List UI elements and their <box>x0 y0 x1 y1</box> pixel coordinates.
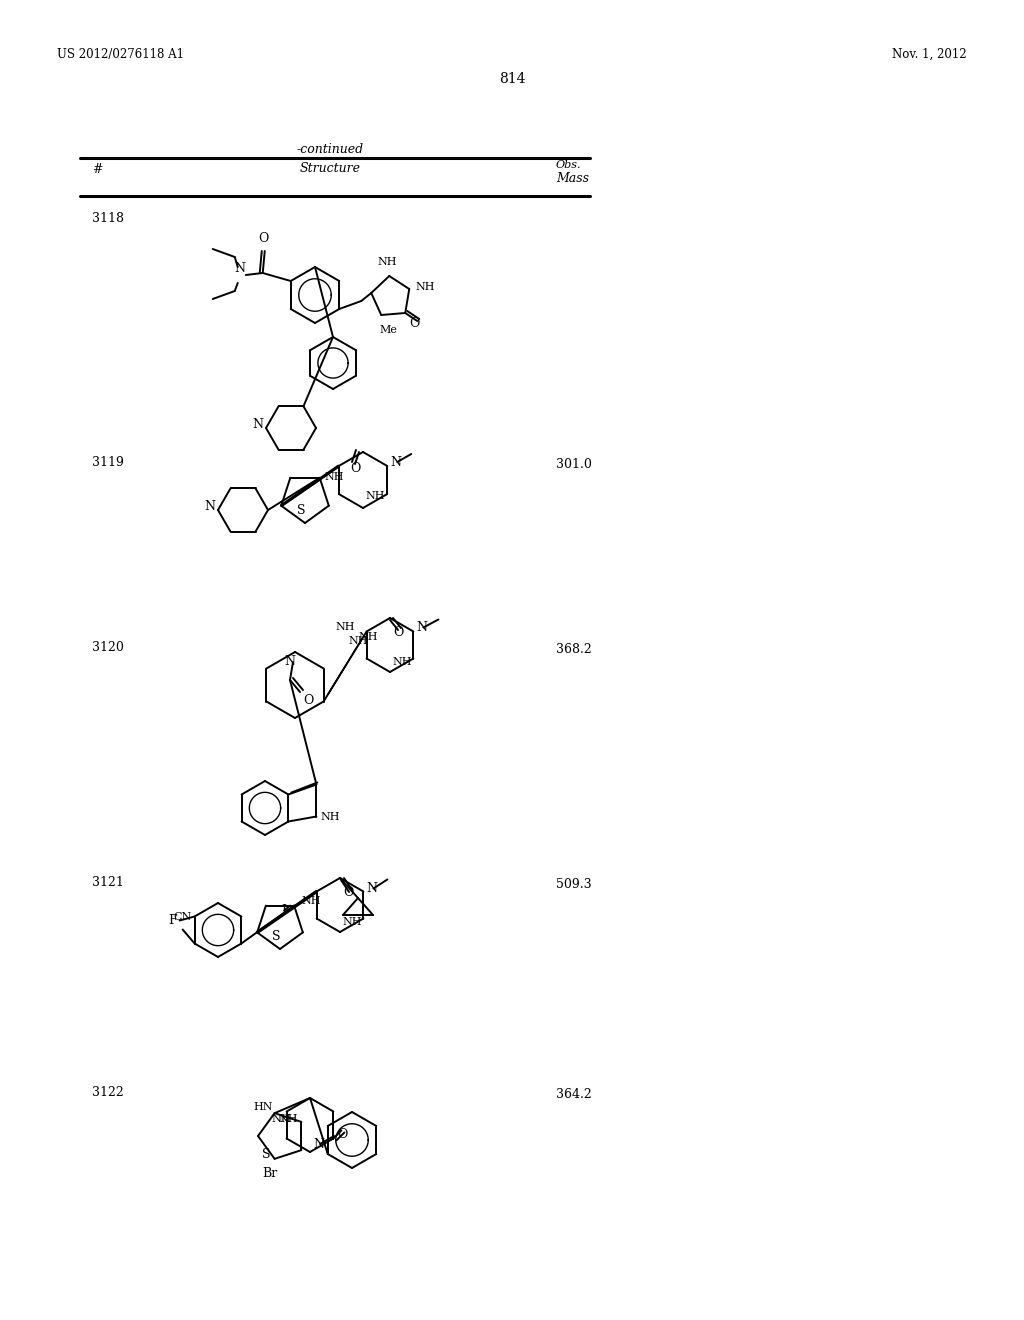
Text: I: I <box>282 904 287 917</box>
Text: S: S <box>297 503 305 516</box>
Text: N: N <box>234 263 246 276</box>
Text: NH: NH <box>416 282 435 292</box>
Text: 3119: 3119 <box>92 455 124 469</box>
Text: 509.3: 509.3 <box>556 878 592 891</box>
Text: NH: NH <box>335 623 354 632</box>
Text: HN: HN <box>253 1102 272 1113</box>
Text: NH: NH <box>271 1114 292 1125</box>
Text: NH: NH <box>365 491 384 502</box>
Text: 3121: 3121 <box>92 876 124 888</box>
Text: 3120: 3120 <box>92 642 124 653</box>
Text: Obs.: Obs. <box>556 160 582 170</box>
Text: NH: NH <box>358 632 378 643</box>
Text: N: N <box>367 882 378 895</box>
Text: Me: Me <box>379 325 397 335</box>
Text: NH: NH <box>302 896 322 907</box>
Text: CN: CN <box>173 912 191 923</box>
Text: 364.2: 364.2 <box>556 1088 592 1101</box>
Text: N: N <box>390 455 401 469</box>
Text: O: O <box>350 462 360 475</box>
Text: 3118: 3118 <box>92 213 124 224</box>
Text: S: S <box>262 1148 270 1162</box>
Text: NH: NH <box>392 657 412 667</box>
Text: 301.0: 301.0 <box>556 458 592 471</box>
Text: N: N <box>313 1138 324 1151</box>
Text: -continued: -continued <box>296 143 364 156</box>
Text: O: O <box>337 1129 348 1140</box>
Text: 368.2: 368.2 <box>556 643 592 656</box>
Text: O: O <box>259 231 269 244</box>
Text: O: O <box>303 694 313 708</box>
Text: NH: NH <box>324 473 343 482</box>
Text: US 2012/0276118 A1: US 2012/0276118 A1 <box>57 48 184 61</box>
Text: NH: NH <box>321 812 340 821</box>
Text: O: O <box>410 317 420 330</box>
Text: O: O <box>393 626 403 639</box>
Text: N: N <box>285 655 296 668</box>
Text: S: S <box>271 931 281 944</box>
Text: 3122: 3122 <box>92 1086 124 1100</box>
Text: NH: NH <box>279 1114 298 1125</box>
Text: NH: NH <box>349 636 369 647</box>
Text: Nov. 1, 2012: Nov. 1, 2012 <box>892 48 967 61</box>
Text: Structure: Structure <box>299 162 360 176</box>
Text: O: O <box>343 886 353 899</box>
Text: F: F <box>168 913 177 927</box>
Text: NH: NH <box>342 917 361 927</box>
Text: Br: Br <box>262 1167 278 1180</box>
Text: N: N <box>205 499 215 512</box>
Text: 814: 814 <box>499 73 525 86</box>
Text: N: N <box>253 417 263 430</box>
Text: N: N <box>417 620 427 634</box>
Text: #: # <box>92 162 102 176</box>
Text: NH: NH <box>378 257 397 267</box>
Text: Mass: Mass <box>556 172 589 185</box>
